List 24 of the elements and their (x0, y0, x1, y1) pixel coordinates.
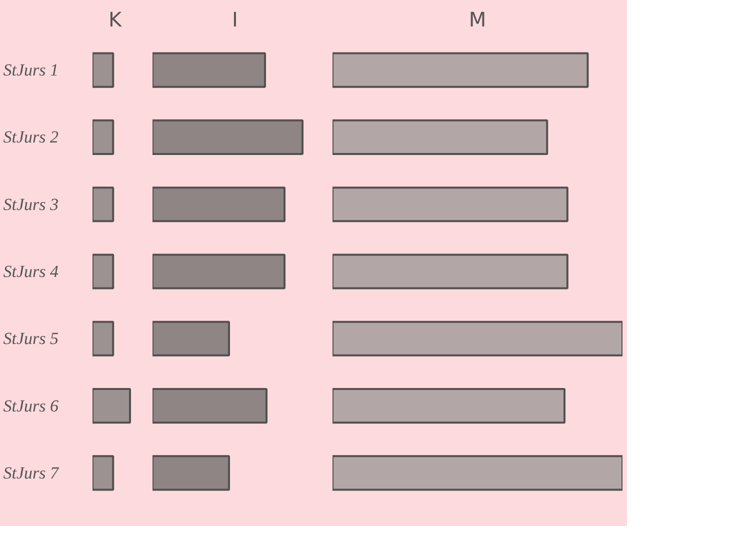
bar (152, 186, 286, 222)
bar (152, 388, 268, 424)
bar (152, 52, 266, 88)
y-tick-label: StJurs 6 (3, 396, 59, 416)
y-tick-label: StJurs 5 (3, 329, 58, 348)
y-tick-label: StJurs 3 (3, 194, 58, 214)
y-tick-label: StJurs 2 (3, 128, 59, 147)
bar (332, 52, 589, 88)
y-tick-label: StJurs 7 (3, 463, 60, 482)
chart-title: K (108, 8, 122, 32)
bar (332, 119, 548, 155)
bar (332, 455, 622, 491)
bar (152, 119, 304, 155)
bar (152, 320, 230, 356)
bar (152, 455, 230, 491)
bar (332, 254, 568, 290)
bar (332, 320, 622, 356)
y-tick-label: StJurs 4 (3, 262, 59, 281)
bar (332, 388, 566, 424)
chart-title: M (468, 8, 486, 32)
bar (152, 254, 286, 290)
bar (332, 186, 568, 222)
chart-title: I (232, 8, 238, 32)
y-tick-label: StJurs 1 (3, 60, 58, 80)
